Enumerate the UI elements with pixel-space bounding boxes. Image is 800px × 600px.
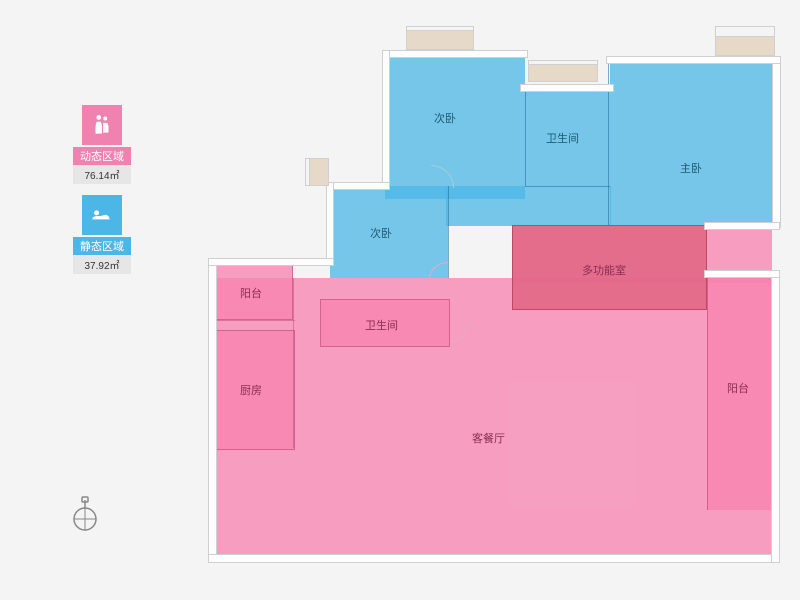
room-bath1 bbox=[525, 90, 610, 186]
ext-wall bbox=[208, 554, 780, 563]
legend-dynamic-value: 76.14㎡ bbox=[73, 165, 131, 184]
room-corridor bbox=[446, 186, 611, 226]
floorplan-canvas: { "background_color": "#f4f4f4", "legend… bbox=[0, 0, 800, 600]
window-frame bbox=[309, 158, 329, 186]
wall-line bbox=[448, 186, 449, 278]
room-bedroom2a bbox=[385, 54, 525, 199]
wall-line bbox=[215, 320, 295, 321]
sleep-icon bbox=[82, 195, 122, 235]
legend-static: 静态区域 37.92㎡ bbox=[73, 195, 131, 274]
room-master bbox=[610, 60, 780, 225]
room-bath2 bbox=[320, 299, 450, 347]
room-bedroom2b bbox=[330, 186, 448, 278]
legend-dynamic-label: 动态区域 bbox=[73, 147, 131, 165]
room-balcony1 bbox=[215, 262, 293, 320]
ext-wall bbox=[772, 60, 781, 228]
ext-wall bbox=[520, 84, 614, 92]
wall-line bbox=[293, 278, 294, 448]
ext-wall bbox=[382, 50, 528, 58]
ext-wall bbox=[704, 270, 780, 278]
room-balcony2 bbox=[707, 278, 772, 510]
ext-wall bbox=[771, 270, 780, 563]
window-frame bbox=[406, 30, 474, 50]
room-kitchen bbox=[215, 330, 295, 450]
legend-dynamic: 动态区域 76.14㎡ bbox=[73, 105, 131, 184]
ext-wall bbox=[326, 182, 334, 264]
ext-wall bbox=[326, 182, 390, 190]
legend-static-value: 37.92㎡ bbox=[73, 255, 131, 274]
wall-line bbox=[525, 90, 526, 186]
ext-wall bbox=[606, 56, 781, 64]
floorplan: 次卧 卫生间 主卧 次卧 阳台 卫生间 多功能室 厨房 客餐厅 阳台 bbox=[210, 30, 780, 565]
wall-line bbox=[525, 186, 610, 187]
ext-wall bbox=[208, 258, 217, 562]
compass-icon bbox=[65, 495, 105, 535]
window-frame bbox=[715, 36, 775, 56]
ext-wall bbox=[208, 258, 334, 266]
room-living-base bbox=[215, 278, 775, 558]
ext-wall bbox=[382, 50, 390, 190]
people-icon bbox=[82, 105, 122, 145]
legend-static-label: 静态区域 bbox=[73, 237, 131, 255]
window-frame bbox=[528, 64, 598, 82]
ext-wall bbox=[704, 222, 780, 230]
room-multi bbox=[512, 225, 707, 310]
